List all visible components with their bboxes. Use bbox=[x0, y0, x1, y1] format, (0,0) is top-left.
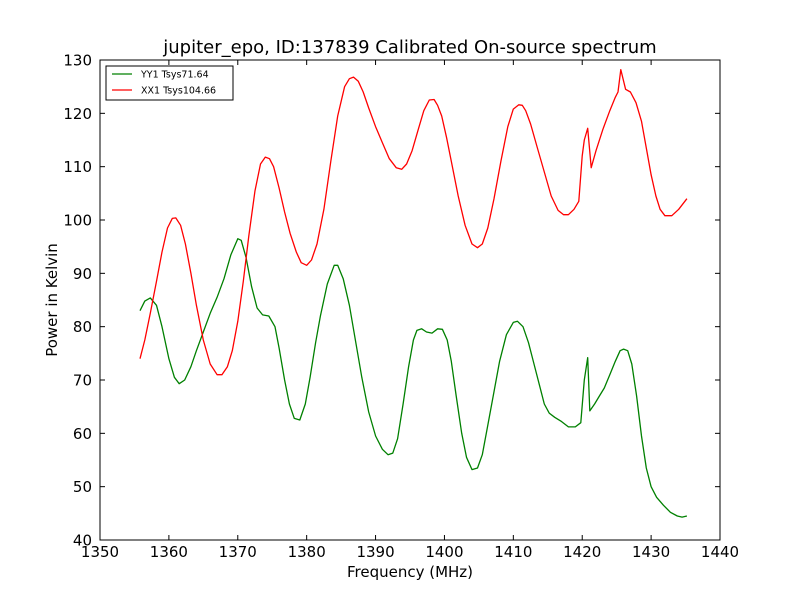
y-tick-label: 50 bbox=[73, 478, 92, 496]
y-tick-label: 70 bbox=[73, 372, 92, 390]
x-tick-label: 1360 bbox=[150, 543, 188, 561]
series-line-yy1 bbox=[139, 238, 688, 518]
plot-area bbox=[100, 60, 720, 540]
x-tick-label: 1400 bbox=[425, 543, 463, 561]
y-tick-label: 130 bbox=[63, 52, 92, 70]
x-tick-label: 1410 bbox=[494, 543, 532, 561]
x-tick-label: 1370 bbox=[219, 543, 257, 561]
x-tick-label: 1430 bbox=[632, 543, 670, 561]
ticks-layer: 1350 1360 1370 1380 1390 1400 1410 1420 1430 1440… bbox=[63, 52, 739, 562]
x-axis-label: Frequency (MHz) bbox=[347, 563, 473, 581]
legend: YY1 Tsys71.64 XX1 Tsys104.66 bbox=[105, 65, 234, 101]
y-tick-label: 80 bbox=[73, 318, 92, 336]
chart-title: jupiter_epo, ID:137839 Calibrated On-sou… bbox=[162, 37, 656, 58]
y-tick-label: 90 bbox=[73, 265, 92, 283]
x-tick-label: 1420 bbox=[563, 543, 601, 561]
y-tick-label: 100 bbox=[63, 212, 92, 230]
legend-box bbox=[105, 65, 234, 101]
plot-frame bbox=[99, 59, 721, 541]
y-axis-label: Power in Kelvin bbox=[43, 243, 61, 357]
x-tick-label: 1440 bbox=[701, 543, 739, 561]
legend-label-xx1: XX1 Tsys104.66 bbox=[141, 86, 216, 97]
series-line-xx1 bbox=[139, 68, 688, 376]
series-layer bbox=[139, 68, 688, 518]
y-tick-label: 40 bbox=[73, 532, 92, 550]
y-tick-label: 60 bbox=[73, 425, 92, 443]
y-tick-label: 110 bbox=[63, 158, 92, 176]
y-tick-label: 120 bbox=[63, 105, 92, 123]
x-tick-label: 1390 bbox=[356, 543, 394, 561]
legend-label-yy1: YY1 Tsys71.64 bbox=[140, 70, 209, 81]
x-tick-label: 1380 bbox=[288, 543, 326, 561]
x-tick-label: 1350 bbox=[81, 543, 119, 561]
